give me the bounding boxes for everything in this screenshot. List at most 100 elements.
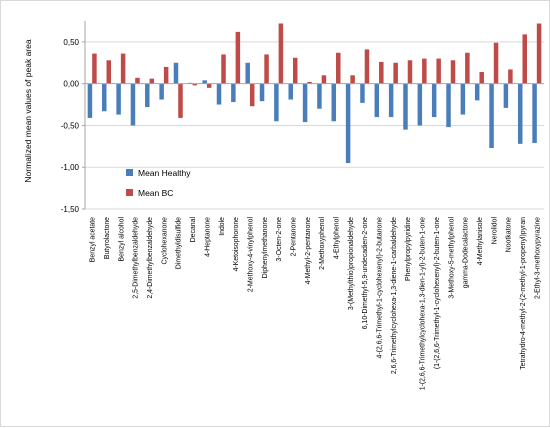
bar-bc-24 [422,58,427,84]
bar-bc-7 [178,83,183,118]
bar-bc-27 [465,52,470,84]
category-label: gamma-Dodecalactone [463,217,470,288]
bar-bc-32 [536,23,542,84]
bar-healthy-6 [159,83,164,100]
bar-healthy-30 [503,83,509,108]
legend-swatch-healthy [126,169,133,176]
category-label: Decanal [190,217,197,243]
bar-bc-2 [106,60,112,84]
category-label: 3-Methoxy-5-methylphenol [448,217,455,299]
bar-healthy-11 [231,83,236,103]
category-labels: Benzyl acetate Butyrolactone Benzyl alcoho… [90,217,542,391]
bar-bc-19 [350,75,355,84]
category-label: 2-Methoxy-4-vinylphenol [247,217,254,293]
bar-healthy-7 [173,62,179,84]
bar-healthy-25 [431,83,437,118]
y-tick-label: -1,50 [61,205,80,214]
bar-healthy-19 [345,83,351,164]
bar-healthy-24 [417,83,423,126]
y-tick-label: 0,00 [63,80,79,89]
category-label: 2,6,6-Trimethylcyclohexa-1,3-diene-1-car… [391,217,398,374]
bar-healthy-20 [360,83,365,103]
bar-healthy-27 [460,83,466,115]
category-label: 4-Ketoisophorone [233,217,240,272]
bar-healthy-12 [245,62,250,84]
bar-bc-28 [479,71,484,84]
bar-bc-14 [278,23,284,84]
category-label: 2-Ethyl-3-methoxypyrazine [534,217,541,299]
gridlines [85,41,544,210]
bar-healthy-22 [388,83,394,118]
category-label: 2,4-Dimethylbenzaldehyde [147,217,154,299]
bar-bc-6 [163,66,169,84]
legend-swatch-bc [126,189,133,196]
category-label: Indole [219,217,226,236]
bar-healthy-31 [517,83,523,144]
bar-bc-21 [379,61,384,84]
category-label: Diphenylmethanone [262,217,269,278]
bar-healthy-3 [116,83,121,115]
legend-label-healthy: Mean Healthy [138,168,191,178]
bar-bc-31 [522,34,527,84]
category-label: Butyrolactone [104,217,111,259]
bar-healthy-1 [87,83,93,118]
bar-healthy-4 [130,83,136,126]
bar-healthy-26 [446,83,451,128]
category-label: 4-(2,6,6-Trimethyl-1-cyclohexenyl)-2-but… [377,217,384,359]
bar-healthy-5 [145,83,150,108]
bar-healthy-9 [202,80,207,84]
category-label: 2,5-Dimethylbenzaldehyde [133,217,140,299]
bar-bc-1 [92,53,97,84]
category-label: (1-(2,6,6-Trimethyl-1-cyclohexenyl)-2-bu… [434,217,441,369]
bar-healthy-23 [403,83,408,130]
bar-bc-9 [206,83,212,88]
bar-bc-4 [135,77,140,84]
bar-bc-25 [436,58,441,84]
bar-bc-5 [149,78,155,84]
bar-healthy-32 [532,83,537,143]
category-label: 2-Pentanone [290,217,297,257]
legend-label-bc: Mean BC [138,188,173,198]
category-label: 4-Methyl-2-pentanone [305,217,312,285]
y-tick-label: 0,50 [63,38,79,47]
category-label: 1-(2,6,6-Trimethylcyclohexa-1,3-dien-1-y… [420,217,427,390]
bar-healthy-18 [331,83,337,122]
axes [82,21,544,210]
bar-healthy-14 [274,83,279,122]
y-tick-label: -1,00 [61,163,80,172]
bar-bc-29 [493,42,499,84]
bar-bc-16 [307,81,312,84]
bar-bc-17 [321,75,327,84]
category-label: 4-Ethylphenol [334,217,341,260]
bars [87,23,542,164]
legend: Mean Healthy Mean BC [126,168,191,198]
category-label: Cyclohexanone [161,217,168,265]
bar-healthy-17 [317,83,322,109]
bar-bc-18 [336,52,341,84]
category-label: Nootkatone [506,217,513,252]
bar-healthy-21 [374,83,380,118]
bar-bc-26 [450,60,456,84]
bar-bc-20 [364,49,370,84]
bar-bc-12 [249,83,255,107]
bar-healthy-13 [259,83,265,102]
category-label: Tetrahydro-4-methyl-2-(2-methyl-1-propen… [520,217,527,370]
bar-healthy-28 [474,83,480,101]
category-label: Benzyl alcohol [118,217,125,262]
bar-bc-13 [264,54,269,84]
bar-bc-8 [192,83,198,86]
category-label: Nerolidol [491,217,498,245]
category-label: 4-Heptanone [204,217,211,257]
category-label: 6,10-Dimethyl-5,9-undecadien-2-one [362,217,369,329]
bar-healthy-16 [302,83,308,123]
y-tick-labels: 0,50 0,00 -0,50 -1,00 -1,50 [61,38,80,214]
category-label: 4-Methylanisole [477,217,484,265]
bar-bc-23 [407,60,413,84]
category-label: 3-(Methylthio)propionaldehyde [348,217,355,310]
bar-bc-3 [120,53,126,84]
y-axis-title: Normalized mean values of peak area [23,39,33,182]
bar-healthy-15 [288,83,293,100]
category-label: 2-Methoxyphenol [319,217,326,270]
bar-bc-10 [221,54,226,84]
